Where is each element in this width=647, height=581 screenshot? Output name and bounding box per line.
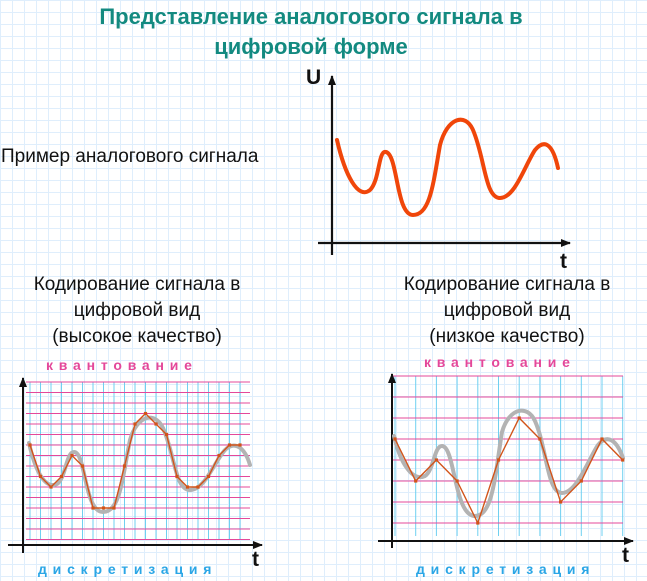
low-quality-sample-point	[434, 458, 438, 462]
high-quality-caption-line-3: (высокое качество)	[52, 326, 222, 347]
high-quality-sample-point	[196, 485, 200, 489]
low-quality-sample-point	[455, 479, 459, 483]
high-quality-grid	[26, 381, 250, 540]
high-quality-sample-point	[217, 453, 221, 458]
high-quality-sample-point	[154, 422, 158, 426]
low-quality-quantization-label: квантование	[424, 354, 576, 370]
low-quality-sample-point	[538, 437, 542, 441]
low-quality-sample-point	[496, 458, 501, 462]
low-quality-caption-line-2: цифровой вид	[443, 300, 571, 321]
high-quality-sample-point	[38, 474, 43, 479]
high-quality-caption-line-1: Кодирование сигнала в	[33, 274, 241, 295]
high-quality-sample-point	[80, 464, 85, 468]
analog-y-axis-label: U	[306, 66, 322, 89]
low-quality-sample-point	[476, 521, 480, 525]
high-quality-sample-point	[175, 474, 179, 479]
low-quality-sample-point	[621, 458, 625, 462]
high-quality-sample-points	[28, 411, 242, 510]
low-quality-x-axis-label: t	[622, 544, 629, 567]
low-quality-sample-point	[517, 416, 521, 420]
high-quality-sample-point	[49, 485, 53, 489]
high-quality-sample-point	[143, 411, 148, 416]
page-title: Представление аналогового сигнала в цифр…	[0, 2, 622, 62]
title-line-1: Представление аналогового сигнала в	[99, 4, 523, 29]
low-quality-sample-point	[600, 437, 604, 441]
low-quality-analog-curve	[392, 408, 625, 519]
high-quality-quantization-label: квантование	[46, 357, 198, 373]
low-quality-sample-point	[559, 500, 563, 504]
high-quality-sample-point	[101, 506, 106, 510]
high-quality-sample-point	[206, 474, 211, 479]
high-quality-sample-point	[112, 506, 116, 510]
analog-example-plot	[318, 75, 571, 255]
analog-x-axis-label: t	[560, 250, 567, 273]
high-quality-x-axis-label: t	[252, 548, 259, 571]
low-quality-digital-signal	[394, 416, 624, 525]
high-quality-sample-point	[185, 485, 190, 489]
high-quality-sampling-label: дискретизация	[38, 561, 218, 577]
analog-example-label: Пример аналогового сигнала	[1, 146, 259, 167]
high-quality-sample-point	[227, 443, 232, 447]
low-quality-sampling-label: дискретизация	[416, 561, 596, 577]
high-quality-sample-point	[133, 422, 137, 426]
high-quality-sample-point	[70, 453, 74, 458]
low-quality-grid	[391, 375, 624, 536]
low-quality-sample-point	[579, 479, 583, 483]
high-quality-sample-point	[91, 506, 95, 510]
low-quality-sample-point	[414, 479, 418, 483]
low-quality-sample-point	[393, 437, 397, 441]
low-quality-caption-line-3: (низкое качество)	[429, 326, 585, 347]
high-quality-sample-point	[28, 443, 32, 447]
high-quality-sample-point	[122, 464, 127, 468]
low-quality-caption: Кодирование сигнала в цифровой вид (низк…	[372, 272, 642, 350]
low-quality-sample-points	[393, 416, 625, 525]
low-quality-caption-line-1: Кодирование сигнала в	[403, 274, 611, 295]
analog-signal-curve	[335, 117, 560, 218]
high-quality-sample-point	[59, 474, 64, 479]
low-quality-plot	[378, 373, 634, 548]
high-quality-plot	[8, 377, 263, 553]
high-quality-caption-line-2: цифровой вид	[73, 300, 201, 321]
title-line-2: цифровой форме	[214, 34, 408, 59]
high-quality-caption: Кодирование сигнала в цифровой вид (высо…	[2, 272, 272, 350]
high-quality-sample-point	[238, 443, 242, 447]
high-quality-sample-point	[164, 432, 169, 437]
